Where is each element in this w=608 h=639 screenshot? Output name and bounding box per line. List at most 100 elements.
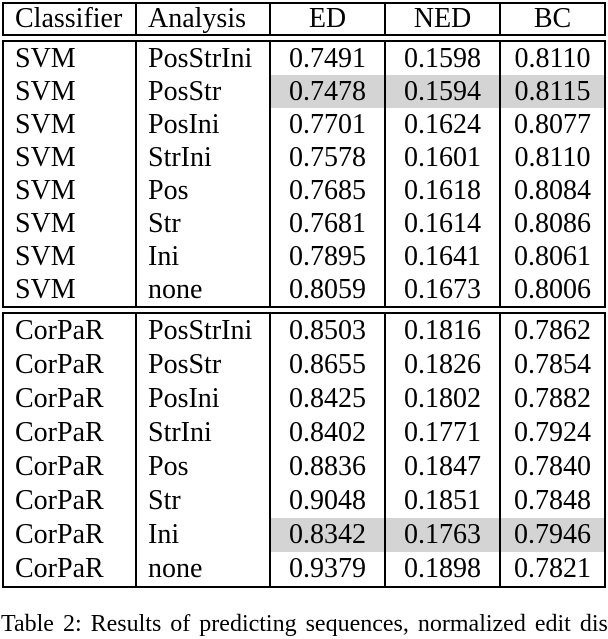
- cell-analysis: PosStr: [137, 348, 271, 382]
- cell-analysis: Str: [137, 207, 271, 240]
- column-header-ed: ED: [271, 4, 386, 34]
- results-table: Classifier Analysis ED NED BC SVM PosStrIni 0.…: [2, 2, 606, 592]
- cell-ed: 0.8836: [271, 450, 386, 484]
- cell-ned: 0.1594: [386, 75, 501, 108]
- cell-ned: 0.1763: [386, 518, 501, 552]
- cell-ned: 0.1826: [386, 348, 501, 382]
- cell-ed: 0.8342: [271, 518, 386, 552]
- cell-bc: 0.7862: [514, 315, 591, 346]
- cell-analysis: none: [137, 273, 271, 306]
- cell-ned: 0.1641: [386, 240, 501, 273]
- cell-bc: 0.8086: [514, 207, 591, 239]
- cell-ed: 0.7681: [271, 207, 386, 240]
- cell-bc: 0.8110: [514, 42, 591, 74]
- cell-classifier: SVM: [4, 42, 137, 75]
- cell-bc: 0.8115: [501, 75, 604, 108]
- cell-bc: 0.8110: [514, 141, 591, 173]
- cell-ed: 0.8655: [271, 348, 386, 382]
- cell-ed: 0.7491: [271, 42, 386, 75]
- cell-classifier: SVM: [4, 240, 137, 273]
- cell-ned: 0.1898: [386, 552, 501, 586]
- cell-bc: 0.7821: [514, 553, 591, 584]
- cell-ed: 0.9379: [271, 552, 386, 586]
- cell-bc: 0.7924: [514, 417, 591, 448]
- table-row: CorPaR none 0.9379 0.1898 0.7821: [4, 552, 604, 586]
- table-row: CorPaR Pos 0.8836 0.1847 0.7840: [4, 450, 604, 484]
- cell-bc: 0.8006: [514, 273, 591, 305]
- cell-analysis: PosIni: [137, 108, 271, 141]
- cell-classifier: CorPaR: [4, 450, 137, 484]
- cell-classifier: CorPaR: [4, 348, 137, 382]
- table-row: SVM none 0.8059 0.1673 0.8006: [4, 273, 604, 306]
- cell-classifier: CorPaR: [4, 484, 137, 518]
- table-section-corpar: CorPaR PosStrIni 0.8503 0.1816 0.7862 CorPaR P…: [2, 312, 606, 588]
- cell-ed: 0.7685: [271, 174, 386, 207]
- table-caption: Table 2: Results of predicting sequences…: [1, 611, 608, 637]
- column-header-classifier: Classifier: [4, 4, 137, 34]
- cell-bc: 0.8084: [514, 174, 591, 206]
- cell-classifier: SVM: [4, 108, 137, 141]
- cell-ed: 0.8402: [271, 416, 386, 450]
- cell-ed: 0.7478: [271, 75, 386, 108]
- table-row: SVM PosStr 0.7478 0.1594 0.8115: [4, 75, 604, 108]
- cell-classifier: CorPaR: [4, 382, 137, 416]
- table-row: SVM PosIni 0.7701 0.1624 0.8077: [4, 108, 604, 141]
- cell-ed: 0.7578: [271, 141, 386, 174]
- cell-analysis: PosStrIni: [137, 314, 271, 348]
- column-header-analysis: Analysis: [137, 4, 271, 34]
- table-row: SVM Ini 0.7895 0.1641 0.8061: [4, 240, 604, 273]
- cell-ned: 0.1771: [386, 416, 501, 450]
- cell-analysis: StrIni: [137, 416, 271, 450]
- cell-analysis: PosIni: [137, 382, 271, 416]
- cell-bc: 0.7946: [501, 518, 604, 552]
- cell-bc: 0.7848: [514, 485, 591, 516]
- cell-ed: 0.9048: [271, 484, 386, 518]
- column-header-ned: NED: [386, 4, 501, 34]
- cell-ed: 0.8425: [271, 382, 386, 416]
- cell-ned: 0.1601: [386, 141, 501, 174]
- cell-ned: 0.1614: [386, 207, 501, 240]
- cell-classifier: SVM: [4, 141, 137, 174]
- cell-classifier: SVM: [4, 273, 137, 306]
- cell-classifier: CorPaR: [4, 314, 137, 348]
- table-row: CorPaR PosIni 0.8425 0.1802 0.7882: [4, 382, 604, 416]
- cell-classifier: SVM: [4, 207, 137, 240]
- cell-classifier: CorPaR: [4, 416, 137, 450]
- table-row: CorPaR StrIni 0.8402 0.1771 0.7924: [4, 416, 604, 450]
- cell-ned: 0.1851: [386, 484, 501, 518]
- table-row: SVM Str 0.7681 0.1614 0.8086: [4, 207, 604, 240]
- cell-ned: 0.1802: [386, 382, 501, 416]
- table-row: CorPaR Str 0.9048 0.1851 0.7848: [4, 484, 604, 518]
- table-header: Classifier Analysis ED NED BC: [2, 2, 606, 36]
- table-row: SVM PosStrIni 0.7491 0.1598 0.8110: [4, 42, 604, 75]
- cell-ed: 0.7895: [271, 240, 386, 273]
- cell-bc: 0.8061: [514, 240, 591, 272]
- cell-classifier: SVM: [4, 75, 137, 108]
- cell-bc: 0.7882: [514, 383, 591, 414]
- cell-ned: 0.1847: [386, 450, 501, 484]
- cell-classifier: CorPaR: [4, 552, 137, 586]
- cell-classifier: CorPaR: [4, 518, 137, 552]
- cell-ed: 0.8059: [271, 273, 386, 306]
- cell-bc: 0.8077: [514, 108, 591, 140]
- cell-analysis: PosStr: [137, 75, 271, 108]
- cell-ned: 0.1624: [386, 108, 501, 141]
- table-row: CorPaR PosStrIni 0.8503 0.1816 0.7862: [4, 314, 604, 348]
- table-row: SVM StrIni 0.7578 0.1601 0.8110: [4, 141, 604, 174]
- cell-analysis: PosStrIni: [137, 42, 271, 75]
- column-header-bc: BC: [533, 4, 572, 34]
- cell-ed: 0.7701: [271, 108, 386, 141]
- cell-analysis: Ini: [137, 518, 271, 552]
- cell-analysis: StrIni: [137, 141, 271, 174]
- table-row: CorPaR Ini 0.8342 0.1763 0.7946: [4, 518, 604, 552]
- cell-ned: 0.1816: [386, 314, 501, 348]
- cell-ed: 0.8503: [271, 314, 386, 348]
- cell-analysis: Pos: [137, 174, 271, 207]
- table-section-svm: SVM PosStrIni 0.7491 0.1598 0.8110 SVM PosStr 0…: [2, 40, 606, 308]
- cell-classifier: SVM: [4, 174, 137, 207]
- cell-analysis: Str: [137, 484, 271, 518]
- cell-analysis: Pos: [137, 450, 271, 484]
- cell-bc: 0.7840: [514, 451, 591, 482]
- cell-analysis: none: [137, 552, 271, 586]
